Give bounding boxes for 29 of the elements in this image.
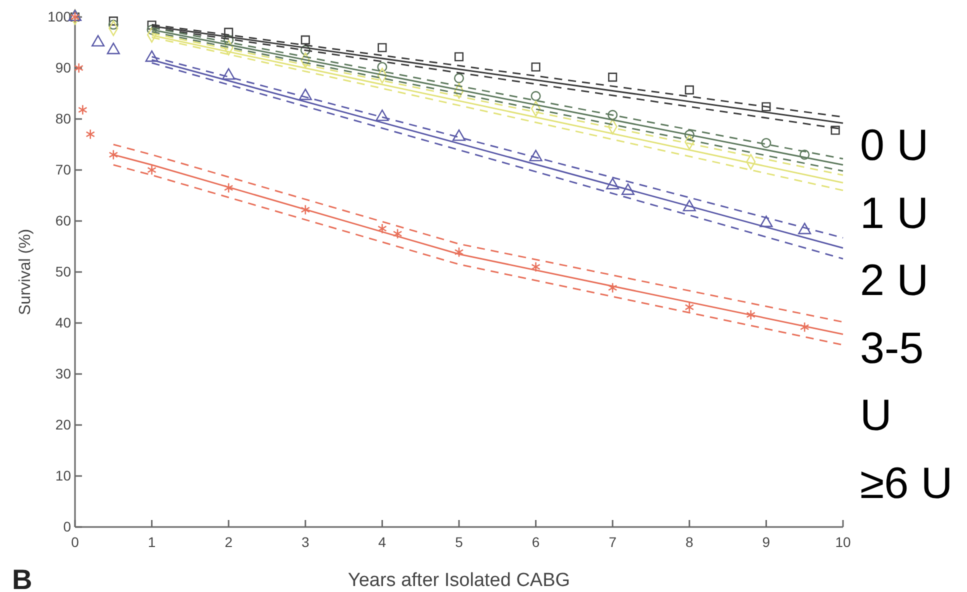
x-tick-label: 6 — [532, 534, 540, 550]
y-tick-label: 80 — [55, 110, 72, 126]
x-axis-title: Years after Isolated CABG — [348, 570, 570, 591]
x-tick-label: 1 — [148, 534, 156, 550]
x-tick-label: 2 — [224, 534, 233, 550]
y-tick-label: 20 — [55, 416, 72, 432]
x-tick-label: 4 — [378, 534, 386, 550]
y-tick-label: 10 — [55, 467, 72, 484]
x-tick-label: 9 — [762, 534, 770, 550]
x-tick-label: 5 — [455, 534, 464, 550]
text: 3-5 U — [860, 322, 925, 442]
x-tick-label: 7 — [608, 534, 617, 550]
x-tick-label: 3 — [302, 534, 310, 550]
y-tick-label: 50 — [55, 263, 72, 280]
y-tick-label: 60 — [55, 212, 72, 228]
x-tick-label: 8 — [686, 534, 694, 550]
text: B — [12, 564, 32, 592]
text: ≥6 U — [860, 458, 954, 510]
y-tick-label: 40 — [55, 314, 72, 330]
text: 2 U — [860, 255, 930, 307]
y-tick-label: 0 — [63, 518, 72, 534]
y-tick-label: 30 — [55, 365, 72, 382]
text: 0 U — [860, 120, 930, 172]
y-tick-label: 70 — [55, 161, 72, 178]
y-tick-label: 90 — [55, 59, 72, 76]
text: 1 U — [860, 188, 930, 240]
x-tick-label: 10 — [835, 534, 851, 550]
y-tick-label: 100 — [48, 8, 72, 24]
y-axis-title: Survival (%) — [17, 228, 34, 316]
